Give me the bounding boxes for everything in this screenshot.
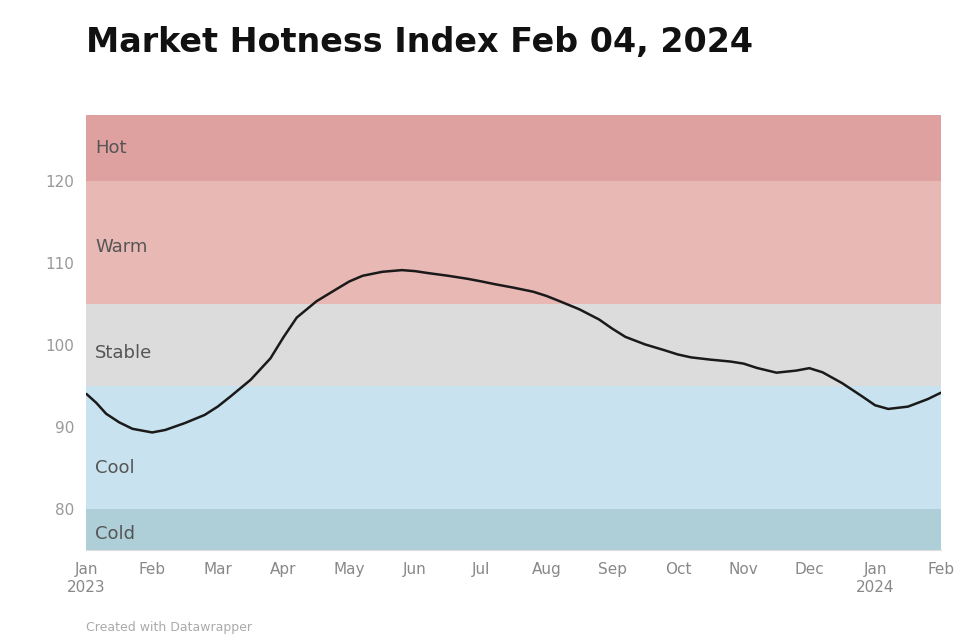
Bar	[86, 509, 941, 550]
Text: Hot: Hot	[95, 139, 127, 157]
Text: Cool: Cool	[95, 460, 134, 477]
Text: Stable: Stable	[95, 344, 153, 362]
Text: Created with Datawrapper: Created with Datawrapper	[86, 621, 252, 634]
Bar	[86, 304, 941, 386]
Bar	[86, 115, 941, 181]
Text: Warm: Warm	[95, 237, 147, 255]
Bar	[86, 181, 941, 304]
Bar	[86, 386, 941, 509]
Text: Market Hotness Index Feb 04, 2024: Market Hotness Index Feb 04, 2024	[86, 26, 754, 59]
Text: Cold: Cold	[95, 525, 135, 543]
